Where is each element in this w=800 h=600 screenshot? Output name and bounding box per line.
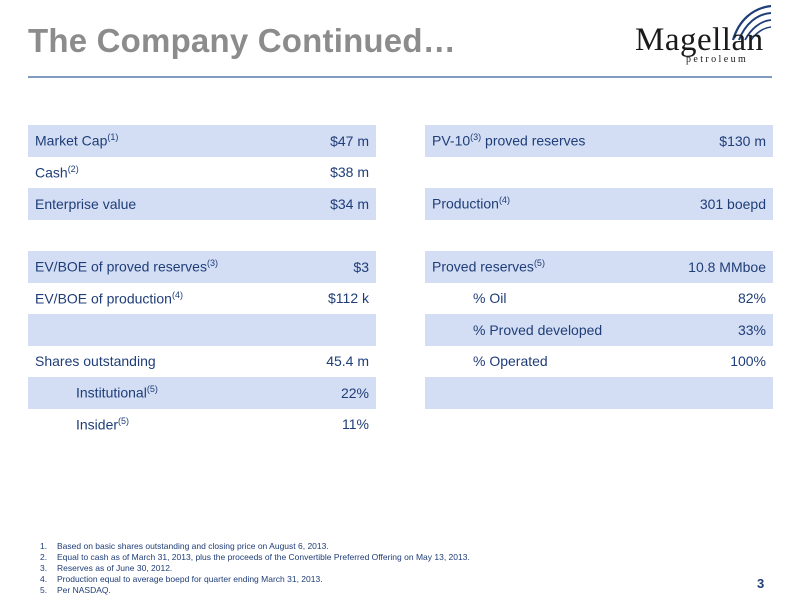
table-row: Market Cap(1) $47 m <box>28 125 376 157</box>
row-label: Production(4) <box>432 195 510 213</box>
footnotes: 1. Based on basic shares outstanding and … <box>40 541 470 596</box>
row-value: 22% <box>340 384 369 401</box>
row-value: 45.4 m <box>326 353 369 370</box>
row-value: $112 k <box>328 290 369 307</box>
left-metrics-table: Market Cap(1) $47 m Cash(2) $38 m Enterp… <box>28 125 376 440</box>
table-row: PV-10(3) proved reserves $130 m <box>425 125 773 157</box>
row-value: $34 m <box>330 195 369 212</box>
title-divider <box>28 76 772 78</box>
table-row: Shares outstanding 45.4 m <box>28 346 376 378</box>
table-row: EV/BOE of production(4) $112 k <box>28 283 376 315</box>
row-value: $47 m <box>330 132 369 149</box>
row-value: $130 m <box>719 132 766 149</box>
footnote: 3. Reserves as of June 30, 2012. <box>40 563 173 573</box>
row-value: 301 boepd <box>699 195 766 212</box>
row-label: EV/BOE of proved reserves(3) <box>35 258 218 276</box>
row-label: PV-10(3) proved reserves <box>432 132 586 150</box>
table-row: Institutional(5) 22% <box>28 377 376 409</box>
row-label: Cash(2) <box>35 163 79 181</box>
table-row-empty <box>425 157 773 189</box>
row-value: 100% <box>730 353 766 370</box>
row-value: $3 <box>353 258 369 275</box>
row-value: 10.8 MMboe <box>688 258 766 275</box>
logo-subtitle: petroleum <box>686 54 749 65</box>
table-row-empty <box>425 377 773 409</box>
right-metrics-table: PV-10(3) proved reserves $130 m Producti… <box>425 125 773 409</box>
row-value: 82% <box>737 290 766 307</box>
row-label: Shares outstanding <box>35 353 156 370</box>
table-row: Enterprise value $34 m <box>28 188 376 220</box>
row-label: % Operated <box>473 353 548 370</box>
logo-word: Magellan <box>635 22 764 58</box>
table-row: % Oil 82% <box>425 283 773 315</box>
swoosh-icon <box>731 4 772 41</box>
page-title: The Company Continued… <box>28 22 456 59</box>
row-label: Enterprise value <box>35 195 137 212</box>
table-row: Cash(2) $38 m <box>28 157 376 189</box>
footnote: 2. Equal to cash as of March 31, 2013, pl… <box>40 552 470 562</box>
row-label: Insider(5) <box>76 415 130 433</box>
table-row-empty <box>425 220 773 252</box>
row-label: % Oil <box>473 290 507 307</box>
table-row: EV/BOE of proved reserves(3) $3 <box>28 251 376 283</box>
row-label: Institutional(5) <box>76 384 158 402</box>
footnote: 1. Based on basic shares outstanding and … <box>40 541 329 551</box>
page-number: 3 <box>757 576 765 591</box>
table-row: % Operated 100% <box>425 346 773 378</box>
row-label: Market Cap(1) <box>35 132 119 150</box>
table-row: Proved reserves(5) 10.8 MMboe <box>425 251 773 283</box>
footnote: 5. Per NASDAQ. <box>40 585 111 595</box>
row-value: 33% <box>737 321 766 338</box>
table-row: Production(4) 301 boepd <box>425 188 773 220</box>
footnote: 4. Production equal to average boepd for … <box>40 574 323 584</box>
table-row-empty <box>28 314 376 346</box>
table-row: Insider(5) 11% <box>28 409 376 441</box>
row-label: Proved reserves(5) <box>432 258 545 276</box>
row-value: 11% <box>342 416 369 433</box>
table-row-empty <box>28 220 376 252</box>
row-value: $38 m <box>330 164 369 181</box>
row-label: % Proved developed <box>473 321 603 338</box>
magellan-logo: Magellan petroleum <box>633 2 773 66</box>
row-label: EV/BOE of production(4) <box>35 289 183 307</box>
table-row: % Proved developed 33% <box>425 314 773 346</box>
